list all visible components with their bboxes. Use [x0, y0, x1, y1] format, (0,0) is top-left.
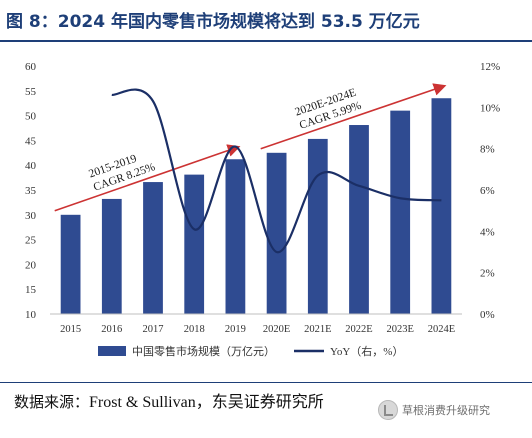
source-note: 数据来源：Frost & Sullivan，东吴证券研究所 — [14, 390, 454, 414]
bars — [60, 98, 452, 314]
y-left-tick-label: 25 — [25, 235, 37, 247]
bar — [225, 159, 246, 314]
x-tick-label: 2018 — [184, 324, 205, 335]
bar — [101, 198, 122, 314]
x-tick-label: 2023E — [386, 324, 413, 335]
x-tick-label: 2019 — [225, 324, 246, 335]
y-right-tick-label: 0% — [480, 309, 495, 321]
page-title: 图 8：2024 年国内零售市场规模将达到 53.5 万亿元 — [6, 12, 420, 32]
y-left-tick-label: 55 — [25, 86, 37, 98]
y-right-tick-label: 6% — [480, 185, 495, 197]
watermark-text: 草根消费升级研究 — [402, 404, 490, 417]
source-text: Frost & Sullivan，东吴证券研究所 — [89, 394, 324, 411]
y-right-tick-label: 8% — [480, 144, 495, 156]
source-rule — [0, 382, 532, 383]
left-axis: 10 15 20 25 30 35 40 45 50 55 60 — [25, 61, 37, 321]
legend-label-bar: 中国零售市场规模（万亿元） — [132, 344, 275, 358]
y-right-tick-label: 10% — [480, 102, 500, 114]
bar — [431, 98, 452, 314]
bar — [184, 174, 205, 314]
y-left-tick-label: 45 — [25, 135, 37, 147]
trend-arrow — [54, 144, 241, 212]
right-axis: 0% 2% 4% 6% 8% 10% 12% — [480, 61, 500, 321]
title-rule — [0, 40, 532, 42]
y-left-tick-label: 35 — [25, 185, 37, 197]
y-left-tick-label: 10 — [25, 309, 37, 321]
y-left-tick-label: 60 — [25, 61, 37, 73]
y-right-tick-label: 12% — [480, 61, 500, 73]
source-label: 数据来源： — [14, 393, 90, 411]
watermark: 草根消费升级研究 — [378, 396, 528, 424]
x-tick-label: 2021E — [304, 324, 331, 335]
y-left-tick-label: 50 — [25, 111, 37, 123]
legend: 中国零售市场规模（万亿元） YoY（右，%） — [98, 344, 403, 358]
yoy-line — [111, 88, 442, 254]
y-left-tick-label: 30 — [25, 210, 37, 222]
x-tick-label: 2017 — [143, 324, 164, 335]
annotations: 2015-2019CAGR 8.25%2020E-2024ECAGR 5.99% — [54, 83, 447, 212]
bar — [266, 152, 287, 314]
y-right-tick-label: 4% — [480, 226, 495, 238]
x-tick-label: 2016 — [101, 324, 122, 335]
x-tick-label: 2022E — [345, 324, 372, 335]
y-left-tick-label: 15 — [25, 284, 37, 296]
bar — [349, 125, 369, 314]
wechat-logo-icon — [378, 400, 398, 420]
x-tick-label: 2015 — [60, 324, 81, 335]
legend-swatch-bar — [98, 346, 126, 356]
yoy-series-line — [111, 88, 442, 254]
bar — [60, 214, 81, 314]
y-right-tick-label: 2% — [480, 268, 495, 280]
trend-arrow — [260, 83, 447, 150]
x-axis: 2015 2016 2017 2018 2019 2020E 2021E 2022E 2023E… — [50, 313, 462, 335]
bar — [307, 138, 328, 314]
y-left-tick-label: 20 — [25, 259, 37, 271]
y-left-tick-label: 40 — [25, 160, 37, 172]
x-tick-label: 2024E — [428, 324, 455, 335]
legend-label-line: YoY（右，%） — [330, 344, 403, 358]
x-tick-label: 2020E — [263, 324, 290, 335]
bar — [143, 182, 163, 314]
bar — [390, 110, 411, 314]
